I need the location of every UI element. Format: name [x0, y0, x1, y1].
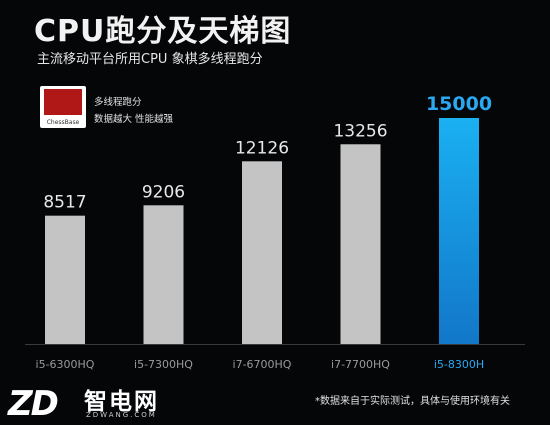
bar-i5-8300H [439, 118, 479, 344]
page-subtitle: 主流移动平台所用CPU 象棋多线程跑分 [37, 52, 263, 67]
legend-line-1: 多线程跑分 [94, 97, 142, 108]
chessbase-logo: ChessBase [40, 86, 86, 128]
chessboard-icon [44, 89, 82, 115]
page-title: CPU跑分及天梯图 [34, 14, 292, 49]
legend-line-2: 数据越大 性能越强 [94, 114, 174, 125]
bar-value-label: 9206 [142, 182, 185, 202]
bar-i7-6700HQ [242, 161, 282, 344]
bar-i5-6300HQ [45, 215, 85, 344]
category-label: i5-8300H [434, 358, 484, 371]
bar-value-label: 15000 [426, 93, 492, 115]
zd-logo: ZD [8, 384, 59, 424]
category-label: i5-6300HQ [36, 358, 95, 371]
bar-i5-7300HQ [143, 205, 184, 344]
bar-value-label: 13256 [333, 121, 387, 141]
bar-value-label: 12126 [235, 138, 289, 158]
bar-value-label: 8517 [43, 193, 86, 213]
site-name: 智电网 [84, 389, 159, 415]
bar-i7-7700HQ [340, 144, 381, 344]
site-url: ZDWANG.COM [86, 411, 157, 419]
category-label: i7-6700HQ [233, 358, 292, 371]
category-label: i5-7300HQ [134, 358, 193, 371]
chessbase-brand: ChessBase [46, 119, 80, 126]
category-label: i7-7700HQ [331, 358, 390, 371]
footer-note: *数据来自于实际测试，具体与使用环境有关 [315, 396, 510, 407]
